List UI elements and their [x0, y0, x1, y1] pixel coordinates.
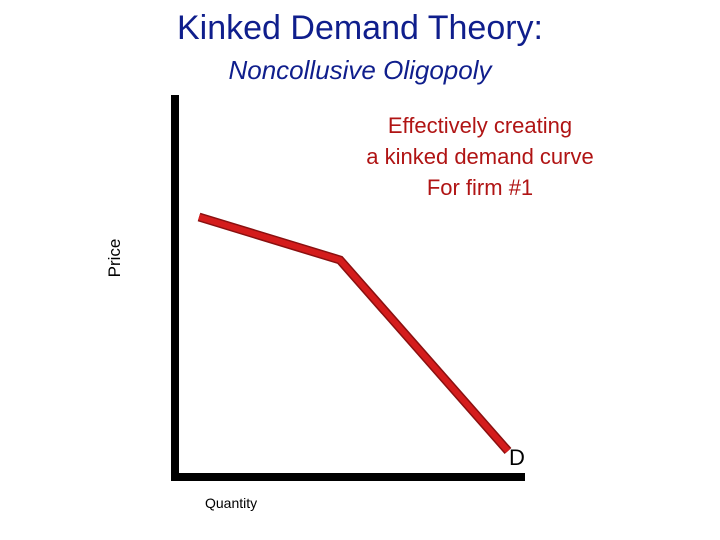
annotation-line-1: Effectively creating [387, 113, 573, 138]
annotation-line-3: For firm #1 [426, 175, 534, 200]
y-axis-label: Price [105, 238, 124, 278]
annotation-line-2: a kinked demand curve [366, 144, 594, 169]
page-title: Kinked Demand Theory: [176, 9, 543, 47]
page-subtitle: Noncollusive Oligopoly [228, 55, 492, 85]
demand-curve [198, 214, 511, 453]
annotation-text: Effectively creating a kinked demand cur… [310, 110, 650, 203]
demand-curve-outline [197, 212, 512, 454]
x-axis-label: Quantity [205, 495, 258, 511]
demand-curve-label: D [509, 445, 525, 470]
